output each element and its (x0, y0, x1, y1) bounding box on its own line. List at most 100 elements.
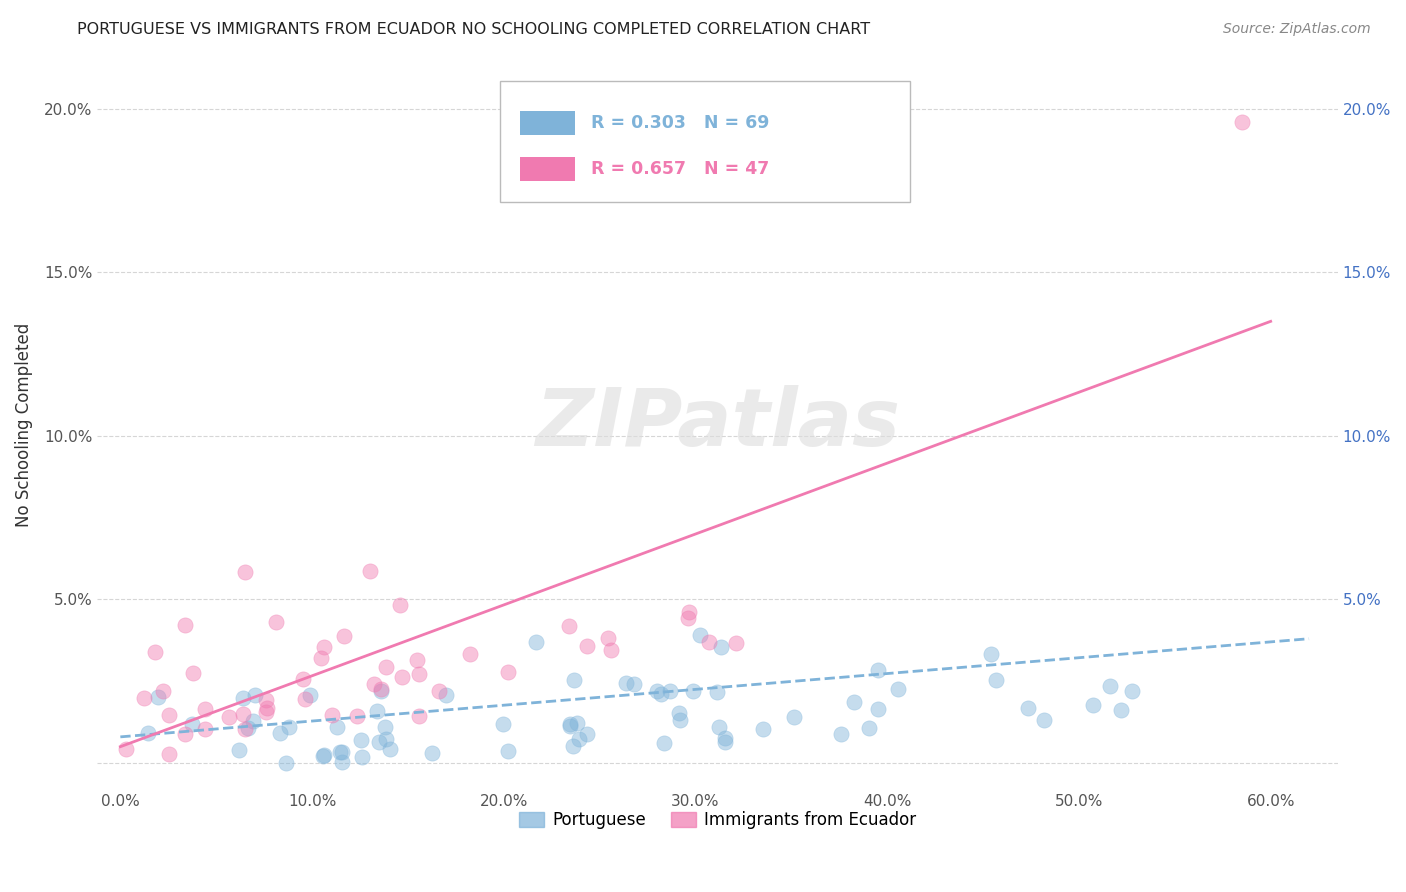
Point (650, 687, 672, 701)
Point (623, 677, 645, 691)
Point (233, 723, 256, 737)
Point (332, 629, 354, 643)
Text: R = 0.303   N = 69: R = 0.303 N = 69 (591, 114, 769, 132)
Point (174, 617, 197, 632)
Point (599, 643, 621, 657)
Point (1017, 701, 1039, 715)
Point (406, 653, 429, 667)
Point (312, 748, 335, 763)
Point (868, 664, 890, 678)
Point (388, 598, 411, 612)
Point (408, 709, 430, 723)
Point (298, 688, 321, 702)
Point (180, 716, 202, 731)
Point (1230, 115, 1253, 129)
Legend: Portuguese, Immigrants from Ecuador: Portuguese, Immigrants from Ecuador (512, 805, 922, 836)
Point (330, 745, 353, 759)
Point (321, 708, 343, 723)
Point (434, 688, 457, 702)
Point (714, 731, 737, 745)
Point (378, 742, 401, 756)
Point (193, 702, 215, 716)
Point (567, 715, 589, 730)
Point (375, 660, 398, 674)
Point (706, 685, 728, 699)
Point (842, 695, 865, 709)
Point (676, 610, 699, 624)
Point (1033, 713, 1056, 727)
Point (575, 727, 598, 741)
Point (562, 739, 585, 754)
Point (232, 707, 254, 722)
Point (228, 742, 250, 756)
Point (568, 732, 591, 747)
Point (658, 684, 681, 698)
Text: R = 0.657   N = 47: R = 0.657 N = 47 (591, 160, 769, 178)
Point (1081, 698, 1104, 713)
Point (669, 713, 692, 727)
Point (984, 673, 1007, 687)
Point (558, 619, 581, 633)
Point (614, 676, 637, 690)
Point (136, 726, 159, 740)
Text: PORTUGUESE VS IMMIGRANTS FROM ECUADOR NO SCHOOLING COMPLETED CORRELATION CHART: PORTUGUESE VS IMMIGRANTS FROM ECUADOR NO… (77, 22, 870, 37)
Point (374, 732, 396, 747)
Point (277, 720, 299, 734)
Point (408, 666, 430, 681)
Point (367, 735, 389, 749)
Y-axis label: No Schooling Completed: No Schooling Completed (15, 322, 32, 526)
Point (558, 717, 581, 731)
Point (143, 645, 166, 659)
Point (329, 745, 352, 759)
Point (363, 676, 385, 690)
Point (783, 710, 806, 724)
Point (524, 634, 547, 648)
Point (709, 720, 731, 734)
Point (564, 673, 586, 687)
Point (1109, 703, 1132, 717)
Point (886, 682, 908, 697)
Point (243, 689, 266, 703)
Point (678, 605, 700, 619)
Point (157, 747, 180, 761)
Point (980, 647, 1002, 661)
Point (346, 708, 368, 723)
Point (830, 727, 852, 741)
FancyBboxPatch shape (501, 81, 910, 202)
Point (146, 690, 169, 705)
Point (325, 720, 347, 734)
Point (157, 708, 180, 723)
Point (264, 615, 287, 629)
Point (350, 733, 373, 747)
Point (370, 683, 392, 698)
Point (312, 748, 335, 763)
Point (422, 746, 444, 760)
Point (233, 566, 256, 580)
Point (366, 704, 388, 718)
Point (115, 742, 138, 756)
Point (858, 721, 880, 735)
Text: ZIPatlas: ZIPatlas (536, 385, 900, 464)
Point (232, 690, 254, 705)
FancyBboxPatch shape (520, 157, 575, 181)
Point (496, 744, 519, 758)
Point (492, 717, 515, 731)
Point (183, 666, 205, 681)
Point (242, 714, 264, 728)
Point (359, 564, 381, 578)
Point (668, 706, 690, 720)
Point (350, 749, 373, 764)
FancyBboxPatch shape (520, 111, 575, 136)
Point (294, 691, 316, 706)
Point (682, 684, 704, 698)
Point (269, 726, 291, 740)
Point (1121, 684, 1143, 698)
Text: Source: ZipAtlas.com: Source: ZipAtlas.com (1223, 22, 1371, 37)
Point (312, 640, 335, 654)
Point (391, 670, 413, 684)
Point (596, 632, 619, 646)
Point (558, 718, 581, 732)
Point (1099, 679, 1122, 693)
Point (236, 721, 259, 735)
Point (292, 673, 315, 687)
